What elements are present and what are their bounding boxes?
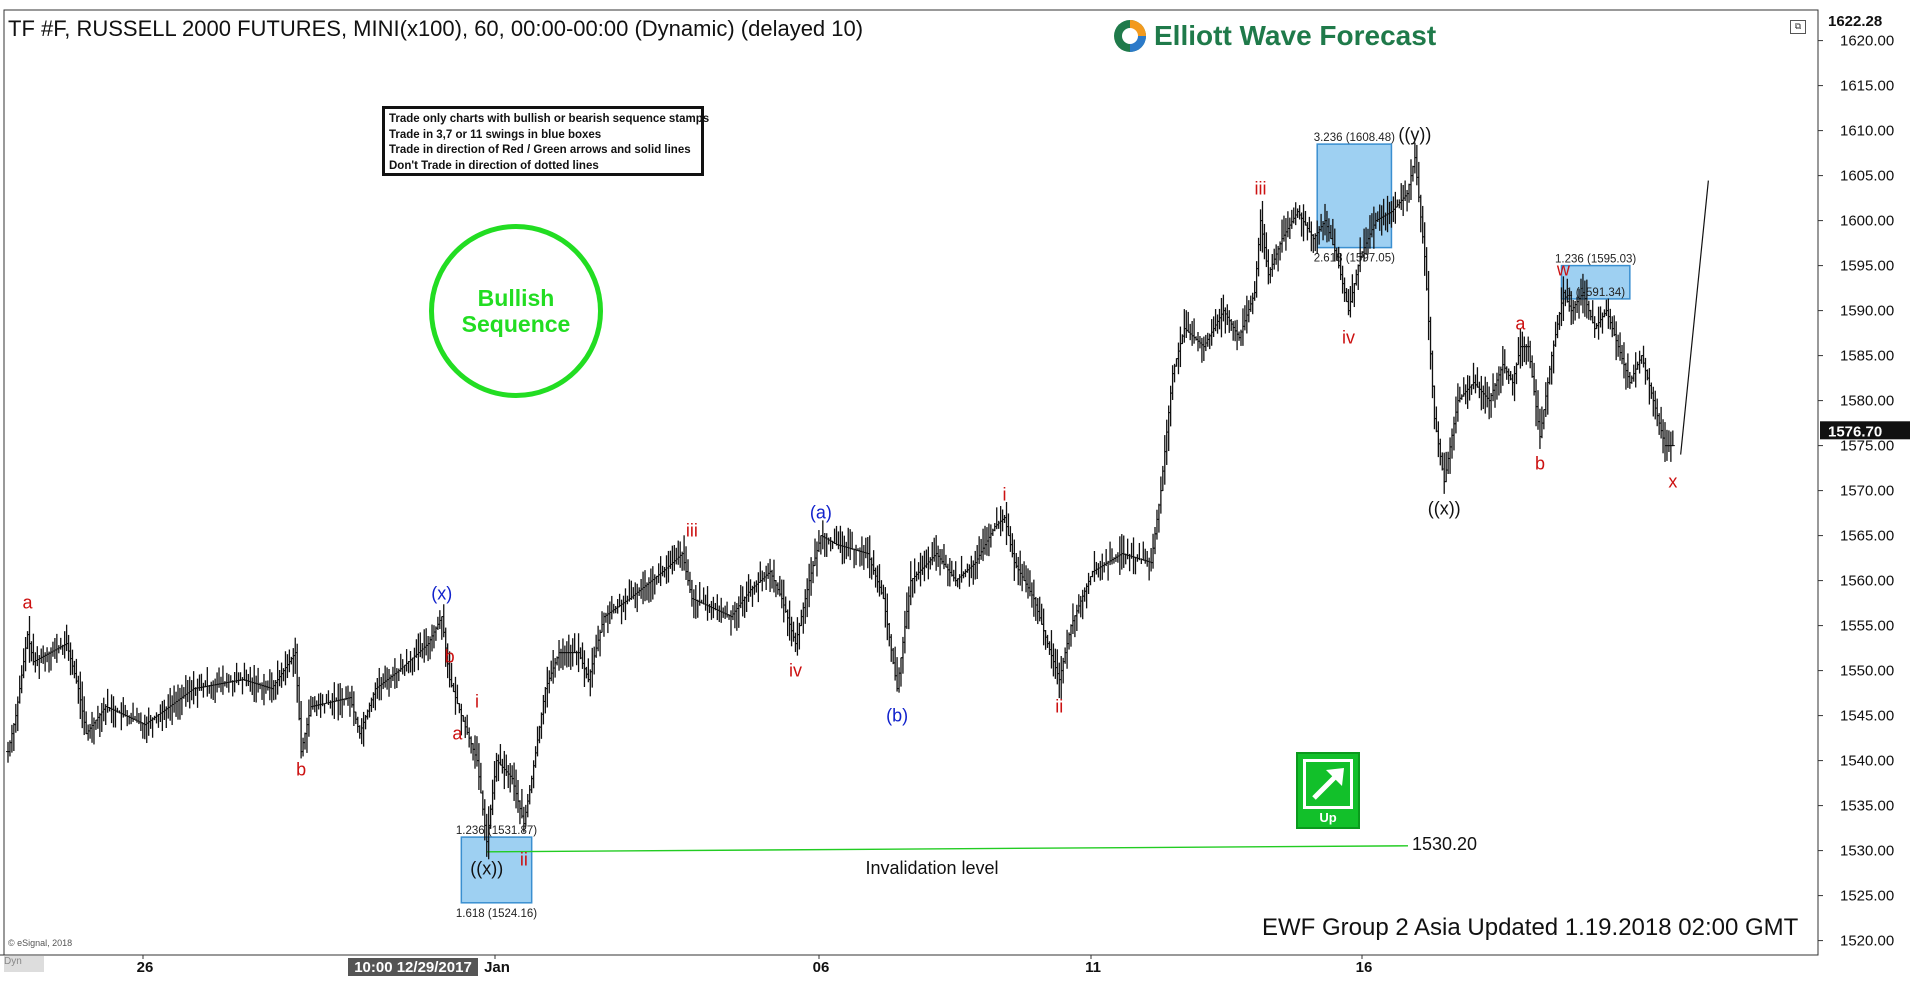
box-label-top: 1.236 (1531.87) <box>456 825 537 837</box>
wave-label: b <box>1535 454 1545 474</box>
stamp-line-1: Bullish <box>477 285 555 311</box>
up-arrow-stamp: Up <box>1296 752 1360 829</box>
rule-line: Trade only charts with bullish or bearis… <box>389 113 710 125</box>
wave-label: iv <box>789 661 802 681</box>
wave-label: iii <box>1255 179 1267 199</box>
box-wave-x-bottom <box>460 836 533 904</box>
dyn-label: Dyn <box>4 956 44 972</box>
y-tick-label: 1520.00 <box>1840 933 1894 950</box>
wave-label: iii <box>686 521 698 541</box>
wave-label: b <box>296 760 306 780</box>
box-label-top: 1.236 (1595.03) <box>1555 254 1636 266</box>
rule-line: Trade in 3,7 or 11 swings in blue boxes <box>389 128 602 141</box>
invalidation-value: 1530.20 <box>1412 834 1477 854</box>
ewf-logo-icon <box>1114 20 1146 52</box>
wave-label: (x) <box>431 584 452 604</box>
rule-line: Don't Trade in direction of dotted lines <box>389 159 599 172</box>
y-tick-label: 1610.00 <box>1840 123 1894 140</box>
y-tick-label: 1545.00 <box>1840 708 1894 725</box>
y-tick-label: 1555.00 <box>1840 618 1894 635</box>
restore-window-icon[interactable]: ⧉ <box>1790 20 1806 34</box>
updated-footer: EWF Group 2 Asia Updated 1.19.2018 02:00… <box>1262 914 1799 941</box>
y-tick-label: 1550.00 <box>1840 663 1894 680</box>
x-tick-label: 26 <box>137 959 154 976</box>
wave-label: i <box>475 692 479 712</box>
wave-label: i <box>1003 485 1007 505</box>
x-tick-label: 06 <box>813 959 830 976</box>
logo-text: Elliott Wave Forecast <box>1154 20 1437 51</box>
wave-labels: ab(x)bai((x)) iiiiiiv(a)(b)iiiiiiiv((y))(… <box>23 125 1678 879</box>
top-price-label: 1622.28 <box>1828 13 1882 30</box>
price-axis: 1520.00 1525.00 1530.00 1535.00 1540.00 1545.… <box>137 11 1910 976</box>
rule-line: Trade in direction of Red / Green arrows… <box>389 144 691 156</box>
projection-line <box>1680 180 1709 455</box>
y-tick-label: 1570.00 <box>1840 483 1894 500</box>
box-label-bottom: 2.618 (1597.05) <box>1314 253 1395 265</box>
last-price-bg <box>1820 421 1910 440</box>
wave-label: a <box>452 724 463 744</box>
stamp-line-2: Sequence <box>461 311 571 337</box>
y-tick-label: 1575.00 <box>1840 438 1894 455</box>
up-label: Up <box>1319 810 1337 825</box>
wave-label: iv <box>1342 328 1355 348</box>
y-tick-label: 1605.00 <box>1840 168 1894 185</box>
wave-label: (a) <box>810 503 832 523</box>
box-label-bottom: 1.618 (1524.16) <box>456 908 537 920</box>
wave-label: a <box>23 593 34 613</box>
y-tick-label: 1620.00 <box>1840 33 1894 50</box>
wave-label: w <box>1556 260 1571 280</box>
wave-label: b <box>445 647 455 667</box>
box-label-bottom: 1 (1591.34) <box>1566 287 1625 299</box>
wave-label: (b) <box>886 706 908 726</box>
y-tick-label: 1595.00 <box>1840 258 1894 275</box>
wave-label: ii <box>1055 697 1063 717</box>
copyright-text: © eSignal, 2018 <box>8 938 73 948</box>
wave-label: ((x)) <box>470 859 503 879</box>
y-tick-label: 1525.00 <box>1840 888 1894 905</box>
y-tick-label: 1530.00 <box>1840 843 1894 860</box>
y-tick-label: 1615.00 <box>1840 78 1894 95</box>
x-tick-label: 16 <box>1356 959 1373 976</box>
box-wave-w <box>1560 264 1631 300</box>
x-tick-label: Jan <box>484 959 510 976</box>
chart-title: TF #F, RUSSELL 2000 FUTURES, MINI(x100),… <box>8 16 864 41</box>
invalidation-line <box>486 845 1409 853</box>
x-highlight-label: 10:00 12/29/2017 <box>354 959 472 976</box>
logo: Elliott Wave Forecast <box>1112 18 1436 54</box>
bullish-sequence-stamp: Bullish Sequence <box>429 224 603 398</box>
trading-rules-box: Trade only charts with bullish or bearis… <box>382 106 710 176</box>
y-tick-label: 1565.00 <box>1840 528 1894 545</box>
y-tick-label: 1585.00 <box>1840 348 1894 365</box>
chart-frame <box>0 9 1819 956</box>
up-arrow-icon <box>1303 759 1353 809</box>
price-bars <box>6 142 1709 860</box>
y-tick-label: 1560.00 <box>1840 573 1894 590</box>
target-boxes: 1.236 (1531.87) 1.618 (1524.16) 3.236 (160… <box>456 132 1637 920</box>
y-tick-label: 1580.00 <box>1840 393 1894 410</box>
invalidation-caption: Invalidation level <box>865 858 998 878</box>
y-tick-label: 1590.00 <box>1840 303 1894 320</box>
wave-label: ii <box>520 850 528 870</box>
last-price-label: 1576.70 <box>1828 423 1882 440</box>
box-label-top: 3.236 (1608.48) <box>1314 132 1395 144</box>
x-tick-label: 11 <box>1085 959 1101 976</box>
x-highlight-bg <box>348 958 478 976</box>
plot-border <box>3 9 1819 956</box>
y-tick-label: 1535.00 <box>1840 798 1894 815</box>
wave-label: ((x)) <box>1428 499 1461 519</box>
box-wave-y-top <box>1316 143 1393 249</box>
y-tick-label: 1600.00 <box>1840 213 1894 230</box>
top-price-bg <box>1820 11 1910 30</box>
wave-label: ((y)) <box>1398 125 1431 145</box>
y-tick-label: 1540.00 <box>1840 753 1894 770</box>
wave-label: x <box>1668 472 1677 492</box>
wave-label: a <box>1515 314 1526 334</box>
